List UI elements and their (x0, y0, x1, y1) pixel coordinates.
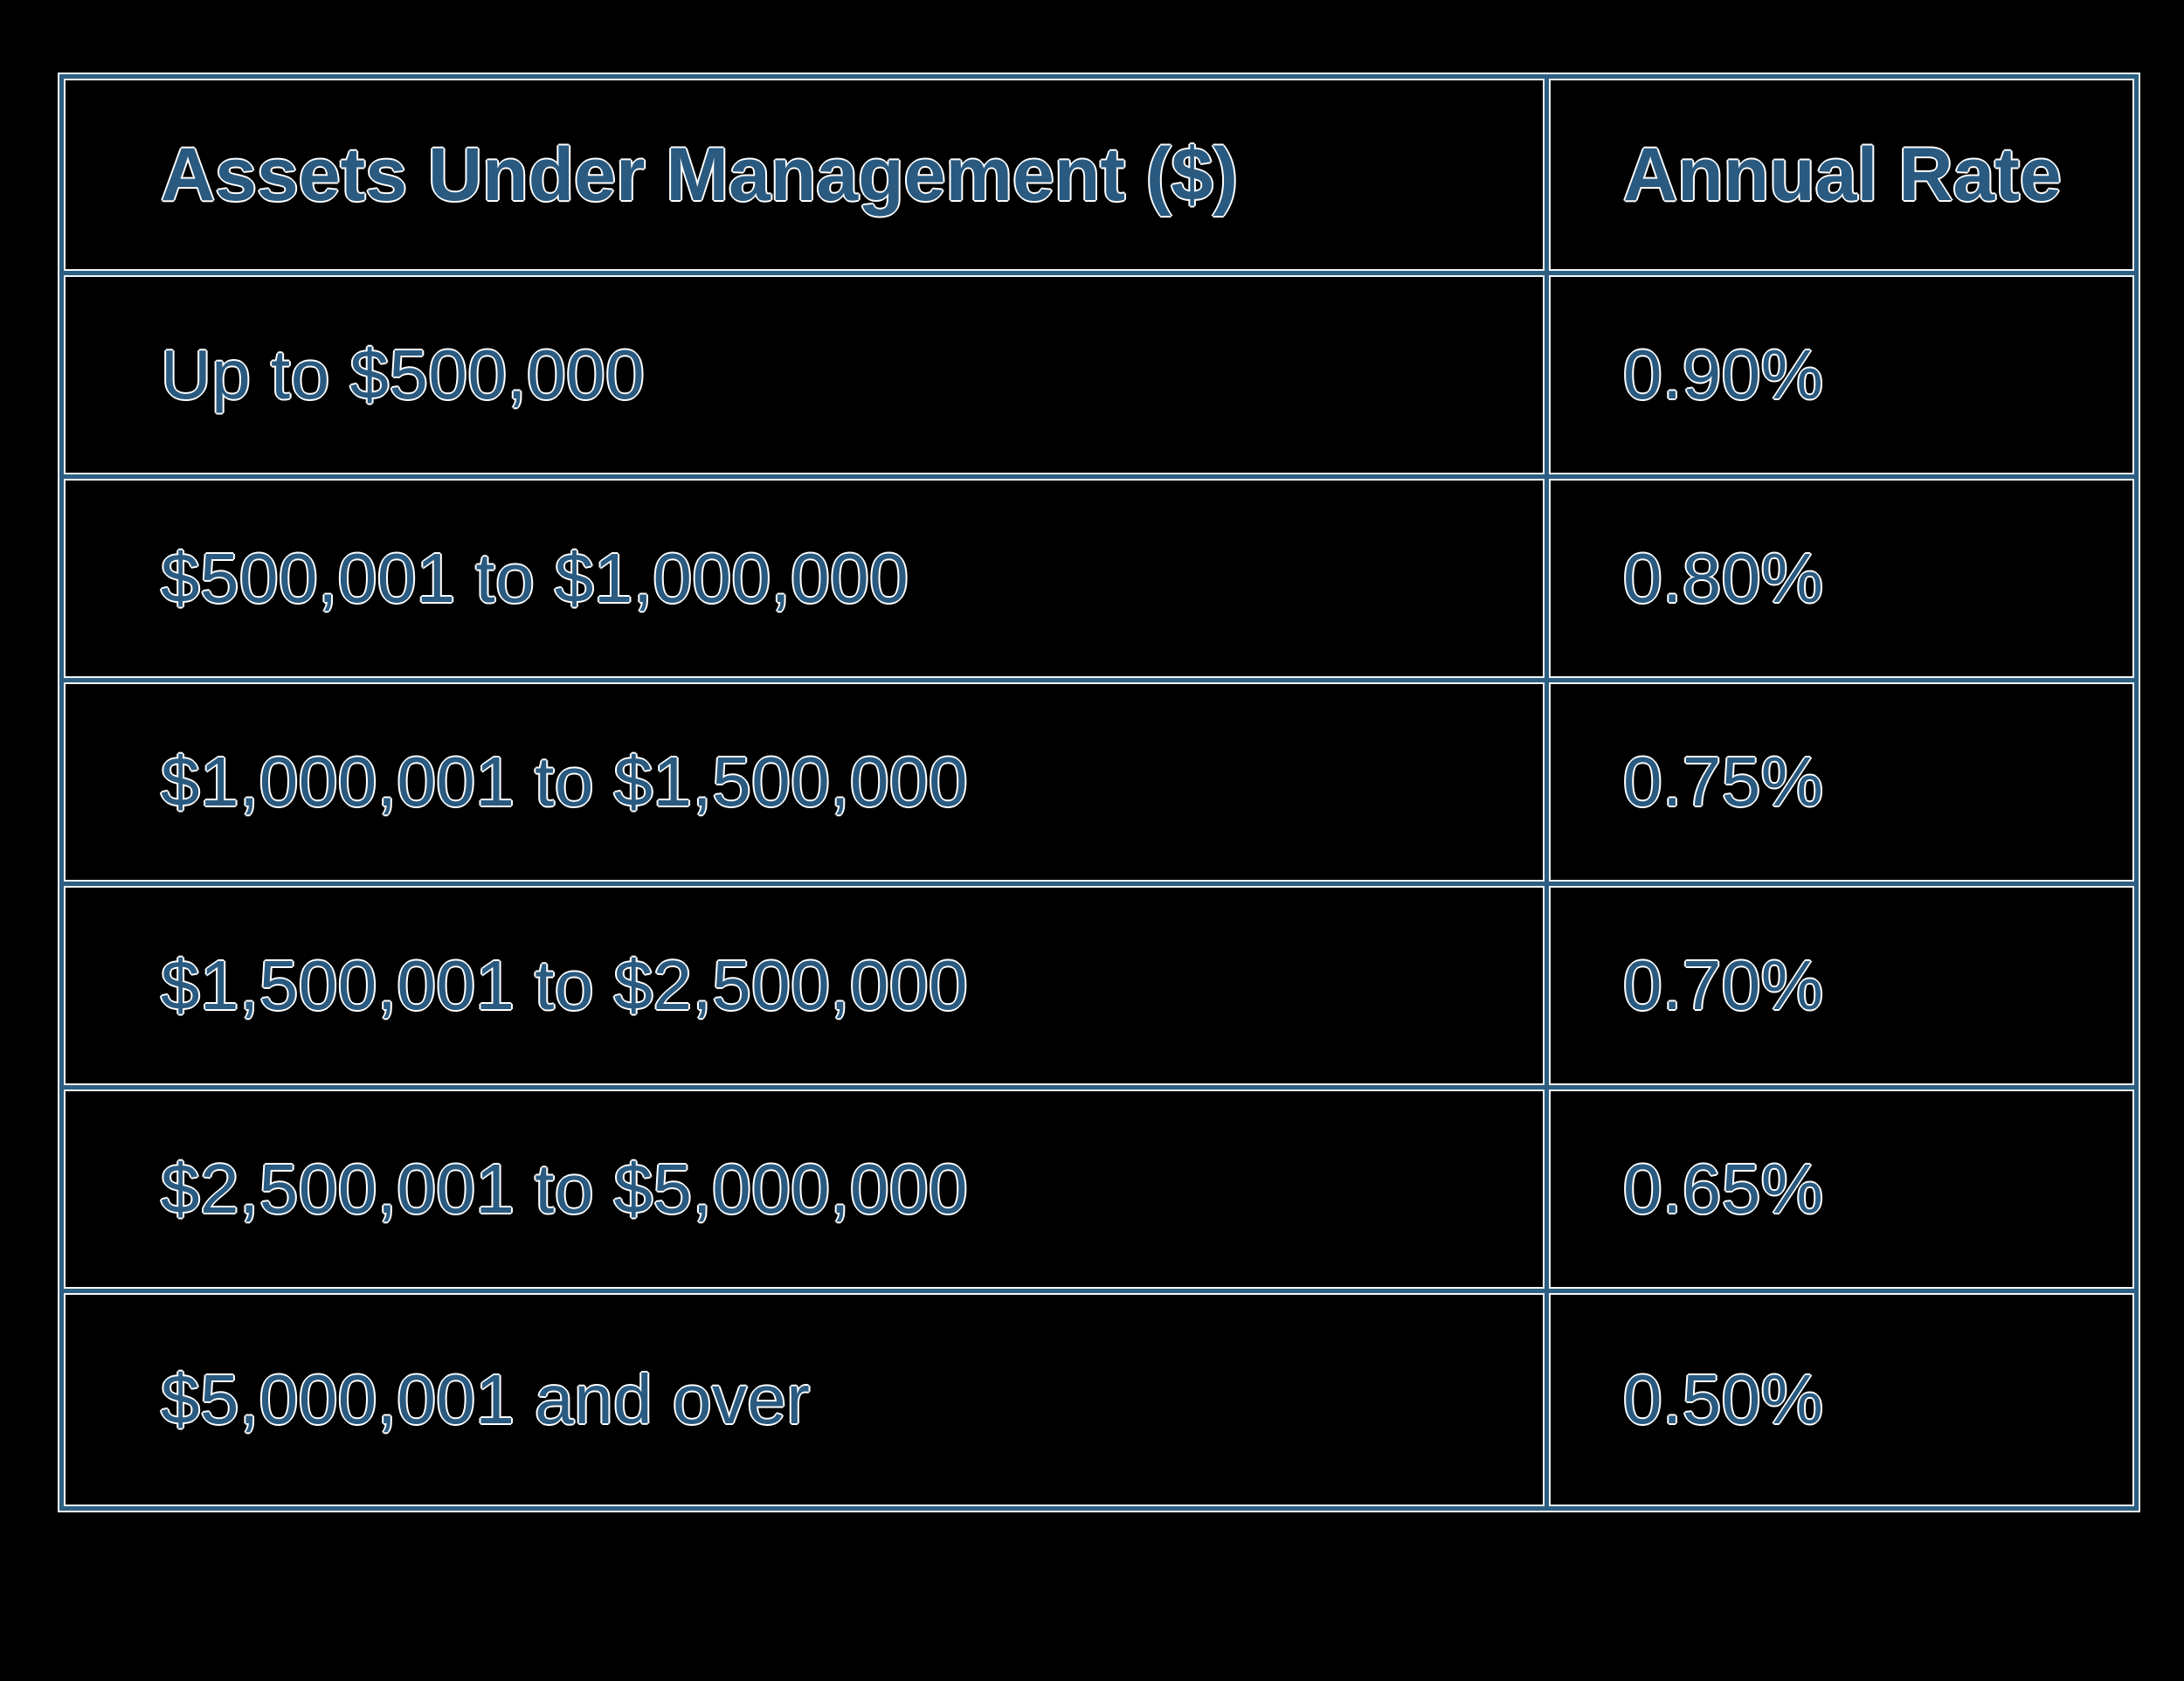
header-aum-label: Assets Under Management ($) (161, 132, 1238, 217)
rate-cell: 0.65% (1545, 1085, 2139, 1293)
table-row: $500,001 to $1,000,000 0.80% (59, 474, 2139, 682)
aum-cell: $2,500,001 to $5,000,000 (59, 1085, 1549, 1293)
aum-cell: $500,001 to $1,000,000 (59, 474, 1549, 682)
table-row: $1,500,001 to $2,500,000 0.70% (59, 882, 2139, 1090)
rate-value: 0.50% (1623, 1360, 1824, 1438)
table-row: $1,000,001 to $1,500,000 0.75% (59, 678, 2139, 886)
rate-cell: 0.80% (1545, 474, 2139, 682)
rate-value: 0.75% (1623, 743, 1824, 820)
aum-cell: $1,500,001 to $2,500,000 (59, 882, 1549, 1090)
aum-value: $500,001 to $1,000,000 (161, 539, 909, 617)
table-row: $2,500,001 to $5,000,000 0.65% (59, 1085, 2139, 1293)
rate-cell: 0.90% (1545, 271, 2139, 479)
rate-value: 0.70% (1623, 946, 1824, 1024)
rate-value: 0.65% (1623, 1150, 1824, 1228)
rate-cell: 0.50% (1545, 1289, 2139, 1511)
aum-value: $1,500,001 to $2,500,000 (161, 946, 968, 1024)
aum-value: $5,000,001 and over (161, 1360, 811, 1438)
header-cell-aum: Assets Under Management ($) (59, 74, 1549, 275)
fee-schedule-table: Assets Under Management ($) Annual Rate … (58, 73, 2140, 1512)
aum-value: $2,500,001 to $5,000,000 (161, 1150, 968, 1228)
aum-value: Up to $500,000 (161, 336, 646, 413)
header-cell-rate: Annual Rate (1545, 74, 2139, 275)
aum-cell: $1,000,001 to $1,500,000 (59, 678, 1549, 886)
rate-cell: 0.70% (1545, 882, 2139, 1090)
table-row: $5,000,001 and over 0.50% (59, 1289, 2139, 1511)
table-row: Up to $500,000 0.90% (59, 271, 2139, 479)
aum-value: $1,000,001 to $1,500,000 (161, 743, 968, 820)
table-body: Up to $500,000 0.90% $500,001 to $1,000,… (59, 271, 2139, 1511)
rate-cell: 0.75% (1545, 678, 2139, 886)
rate-value: 0.80% (1623, 539, 1824, 617)
header-row: Assets Under Management ($) Annual Rate (59, 74, 2139, 275)
aum-cell: Up to $500,000 (59, 271, 1549, 479)
header-rate-label: Annual Rate (1623, 132, 2062, 217)
rate-value: 0.90% (1623, 336, 1824, 413)
aum-cell: $5,000,001 and over (59, 1289, 1549, 1511)
